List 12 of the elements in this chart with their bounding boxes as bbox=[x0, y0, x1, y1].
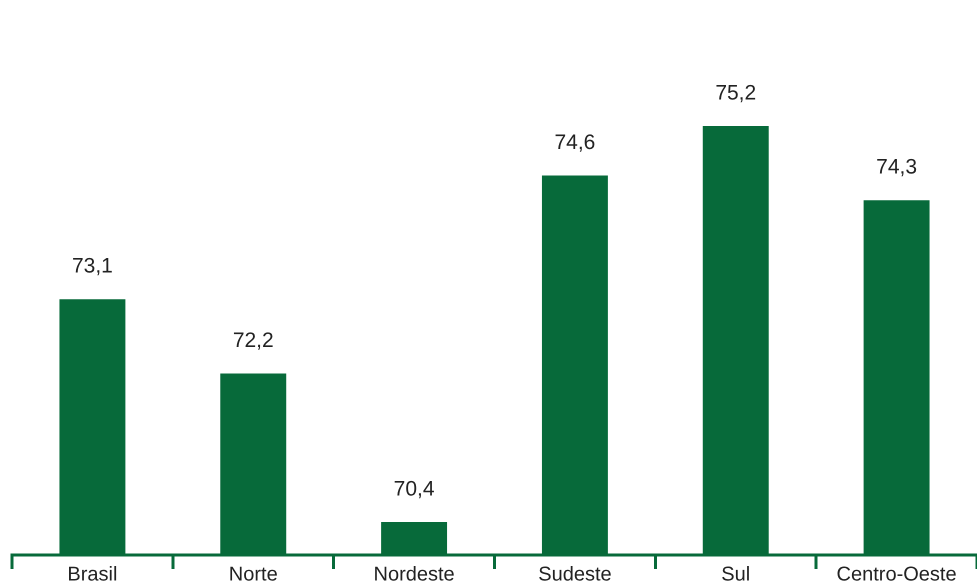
x-tick-label: Nordeste bbox=[374, 564, 455, 583]
x-tick-label: Centro-Oeste bbox=[836, 564, 957, 583]
data-label: 74,3 bbox=[876, 156, 918, 179]
x-tick-label: Sudeste bbox=[538, 564, 612, 583]
x-tick-label: Sul bbox=[721, 564, 750, 583]
data-label: 73,1 bbox=[72, 254, 113, 278]
data-label: 72,2 bbox=[232, 328, 274, 352]
data-label: 74,6 bbox=[554, 130, 596, 154]
data-label: 70,4 bbox=[394, 477, 435, 500]
data-label: 75,2 bbox=[715, 81, 756, 104]
x-tick-label: Brasil bbox=[67, 564, 118, 583]
x-tick-label: Norte bbox=[228, 564, 278, 583]
